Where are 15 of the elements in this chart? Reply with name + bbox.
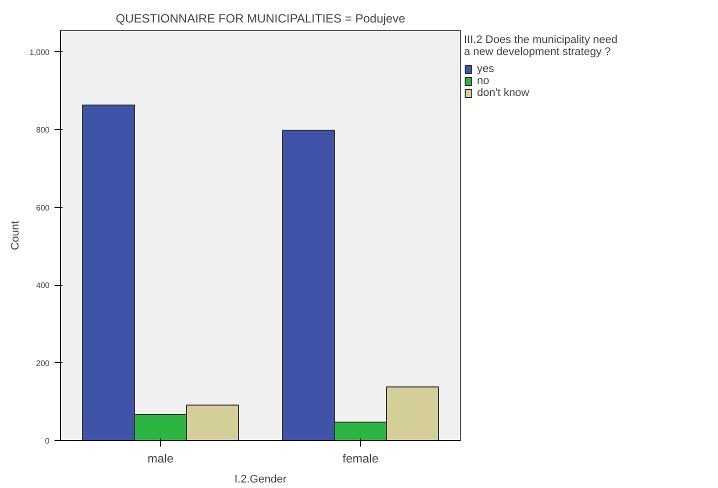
x-axis-title: I.2.Gender [234, 474, 287, 486]
y-axis-title: Count [9, 220, 22, 250]
y-tick-label: 600 [36, 203, 50, 212]
y-tick-label: 0 [45, 436, 50, 446]
y-tick-label: 1,000 [29, 48, 50, 57]
y-tick-label: 200 [36, 358, 50, 368]
legend-label: don't know [477, 87, 530, 99]
legend-label: no [477, 75, 490, 87]
chart-title: QUESTIONNAIRE FOR MUNICIPALITIES = Podujeve [116, 12, 406, 26]
x-tick-label: male [147, 452, 174, 466]
legend-label: yes [477, 63, 496, 75]
legend-title: III.2 Does the municipality need a new development strategy ? [464, 34, 618, 58]
y-tick-label: 400 [36, 281, 50, 290]
y-tick-label: 800 [36, 126, 50, 135]
x-tick-label: female [342, 452, 379, 466]
